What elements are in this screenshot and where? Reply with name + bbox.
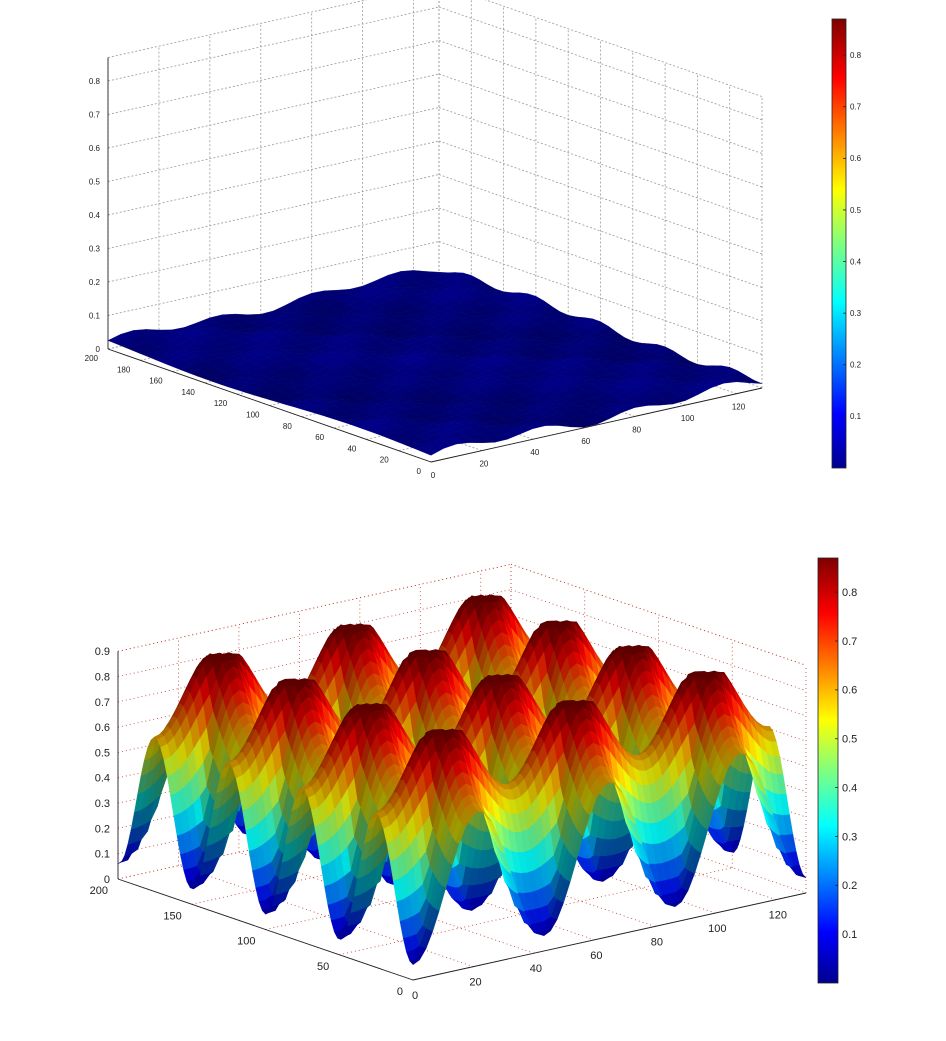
x-tick-label: 80 — [632, 425, 641, 434]
grid-line — [107, 107, 440, 182]
x-tick-label: 100 — [681, 414, 695, 423]
grid-line — [438, 40, 763, 154]
x-tick-label: 60 — [581, 437, 590, 446]
y-tick-label: 160 — [149, 377, 163, 386]
y-tick-label: 200 — [85, 354, 99, 363]
y-tick-label: 180 — [117, 365, 131, 374]
grid-line — [107, 140, 440, 216]
z-tick-label: 0.2 — [89, 278, 101, 287]
y-tick-label: 120 — [214, 399, 228, 408]
y-tick-label: 80 — [283, 422, 292, 431]
grid-line — [107, 207, 440, 283]
box-edge — [107, 0, 368, 58]
colorbar-tick-label: 0.2 — [850, 361, 862, 370]
z-tick-label: 0.4 — [89, 211, 101, 220]
y-tick-label: 60 — [315, 433, 324, 442]
colorbar-tick-label: 0.6 — [850, 154, 862, 163]
top-surface-plot: 0 20 40 60 80 100 120 0 20 40 60 80 100 120 140 160 180 2… — [85, 0, 862, 480]
surface — [107, 270, 763, 456]
x-tick-label: 120 — [732, 403, 746, 412]
colorbar-tick-label: 0.7 — [850, 103, 862, 112]
grid-line — [438, 6, 763, 121]
z-tick-label: 0.8 — [89, 77, 101, 86]
z-tick-label: 0.1 — [89, 311, 101, 320]
axes — [107, 57, 763, 463]
grid-line — [107, 40, 440, 115]
grid-line — [107, 73, 440, 149]
tick-labels: 0 20 40 60 80 100 120 0 20 40 60 80 100 120 140 160 180 2… — [85, 77, 746, 480]
z-tick-label: 0.6 — [89, 144, 101, 153]
x-axis-line — [412, 892, 807, 981]
grid-line — [438, 174, 763, 288]
x-tick-label: 0 — [431, 471, 436, 480]
z-tick-label: 0.3 — [89, 244, 101, 253]
grid-line — [107, 6, 440, 82]
colorbar-tick-label: 0.1 — [850, 412, 862, 421]
grid-line — [438, 73, 763, 188]
y-tick-label: 20 — [380, 456, 389, 465]
grid-line — [438, 140, 763, 255]
y-tick-label: 40 — [347, 444, 356, 453]
y-axis-line — [107, 348, 432, 463]
colorbar-tick-label: 0.4 — [850, 257, 862, 266]
grid-line — [438, 107, 763, 221]
colorbar-tick-label: 0.8 — [850, 51, 862, 60]
y-axis-line — [117, 878, 414, 981]
z-tick-label: 0.5 — [89, 177, 101, 186]
y-tick-label: 0 — [417, 467, 422, 476]
z-tick-label: 0 — [96, 345, 101, 354]
axes — [117, 651, 807, 981]
grid-line — [107, 241, 440, 316]
bottom-surface-plot: 02040608010012005010015020000.10.20.30.4… — [90, 557, 857, 1002]
colorbar-gradient — [831, 18, 847, 469]
grid-line — [107, 174, 440, 249]
grid-line — [438, 241, 763, 355]
x-axis-line — [430, 387, 763, 463]
colorbar: 0.1 0.2 0.3 0.4 0.5 0.6 0.7 0.8 — [831, 18, 862, 469]
x-tick-label: 40 — [530, 448, 539, 457]
y-tick-label: 100 — [246, 411, 260, 420]
z-tick-label: 0.7 — [89, 110, 101, 119]
surface — [117, 594, 807, 966]
box-edge — [484, 0, 763, 97]
colorbar-tick-label: 0.5 — [850, 206, 862, 215]
colorbar-tick-label: 0.3 — [850, 309, 862, 318]
surface-patch — [422, 445, 445, 456]
y-tick-label: 140 — [182, 388, 196, 397]
x-tick-label: 20 — [479, 460, 488, 469]
grid-line — [438, 207, 763, 322]
